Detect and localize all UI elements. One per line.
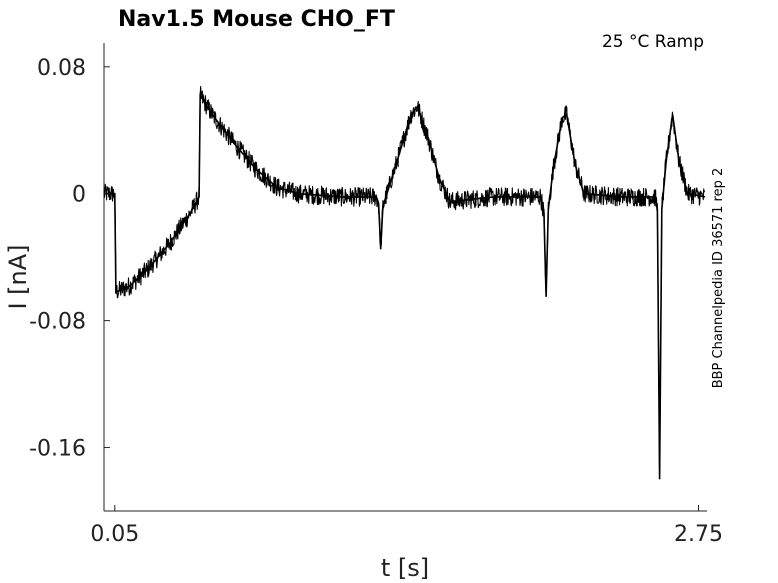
condition-label: 25 °C Ramp	[602, 32, 704, 52]
y-tick-label: 0.08	[37, 56, 86, 81]
x-axis-label: t [s]	[381, 554, 429, 582]
y-tick-label: 0	[72, 183, 86, 208]
side-label: BBP Channelpedia ID 36571 rep 2	[711, 168, 726, 389]
series-line	[103, 86, 706, 466]
tick-labels: 0.08 0 -0.08 -0.16 0.05 2.75	[29, 56, 723, 547]
plot-area	[103, 86, 706, 480]
series-trend-line	[104, 92, 706, 480]
y-axis-label: I [nA]	[4, 244, 32, 309]
y-tick-label: -0.08	[29, 310, 86, 335]
axes	[103, 43, 707, 512]
chart-title: Nav1.5 Mouse CHO_FT	[118, 7, 395, 32]
x-tick-label: 0.05	[90, 522, 139, 547]
x-tick-label: 2.75	[674, 522, 723, 547]
y-tick-label: -0.16	[29, 437, 86, 462]
